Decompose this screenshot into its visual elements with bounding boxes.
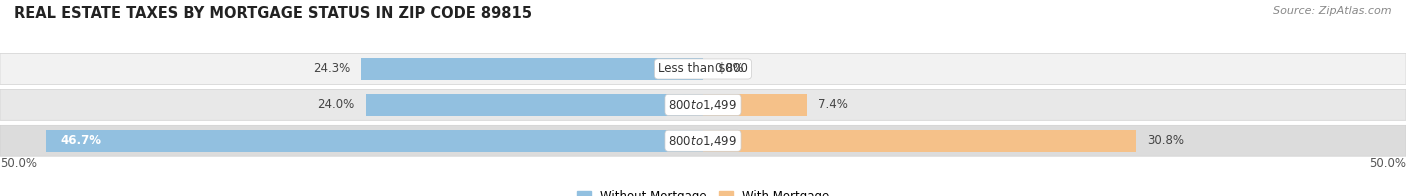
Text: 50.0%: 50.0% xyxy=(0,157,37,170)
Text: REAL ESTATE TAXES BY MORTGAGE STATUS IN ZIP CODE 89815: REAL ESTATE TAXES BY MORTGAGE STATUS IN … xyxy=(14,6,531,21)
Text: Source: ZipAtlas.com: Source: ZipAtlas.com xyxy=(1274,6,1392,16)
Bar xyxy=(703,94,807,116)
Text: 30.8%: 30.8% xyxy=(1147,134,1184,147)
Legend: Without Mortgage, With Mortgage: Without Mortgage, With Mortgage xyxy=(572,185,834,196)
Text: 7.4%: 7.4% xyxy=(818,98,848,111)
Text: $800 to $1,499: $800 to $1,499 xyxy=(668,134,738,148)
Bar xyxy=(703,130,1136,152)
Bar xyxy=(366,94,703,116)
FancyBboxPatch shape xyxy=(0,54,1406,84)
Text: $800 to $1,499: $800 to $1,499 xyxy=(668,98,738,112)
Text: 0.0%: 0.0% xyxy=(714,63,744,75)
Text: 50.0%: 50.0% xyxy=(1369,157,1406,170)
Bar xyxy=(361,58,703,80)
FancyBboxPatch shape xyxy=(0,89,1406,120)
Text: Less than $800: Less than $800 xyxy=(658,63,748,75)
Text: 46.7%: 46.7% xyxy=(60,134,101,147)
FancyBboxPatch shape xyxy=(0,125,1406,156)
Bar xyxy=(46,130,703,152)
Text: 24.3%: 24.3% xyxy=(314,63,350,75)
Text: 24.0%: 24.0% xyxy=(318,98,354,111)
